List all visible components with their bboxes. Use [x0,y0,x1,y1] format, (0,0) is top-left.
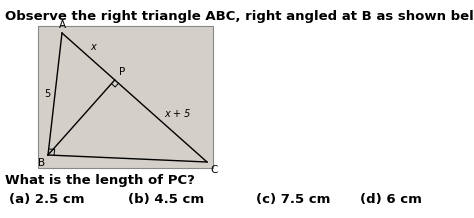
Text: What is the length of PC?: What is the length of PC? [5,174,195,187]
Text: C: C [210,165,218,175]
Bar [38,26,213,168]
Text: (c) 7.5 cm: (c) 7.5 cm [256,193,330,206]
Text: Observe the right triangle ABC, right angled at B as shown below.: Observe the right triangle ABC, right an… [5,10,474,23]
Text: (d) 6 cm: (d) 6 cm [360,193,422,206]
Text: B: B [38,158,45,168]
Text: (b) 4.5 cm: (b) 4.5 cm [128,193,204,206]
Text: A: A [58,20,65,30]
Text: x + 5: x + 5 [164,109,190,119]
Text: P: P [119,67,125,77]
Text: 5: 5 [44,89,50,99]
Text: (a) 2.5 cm: (a) 2.5 cm [9,193,85,206]
Text: x: x [91,43,96,53]
